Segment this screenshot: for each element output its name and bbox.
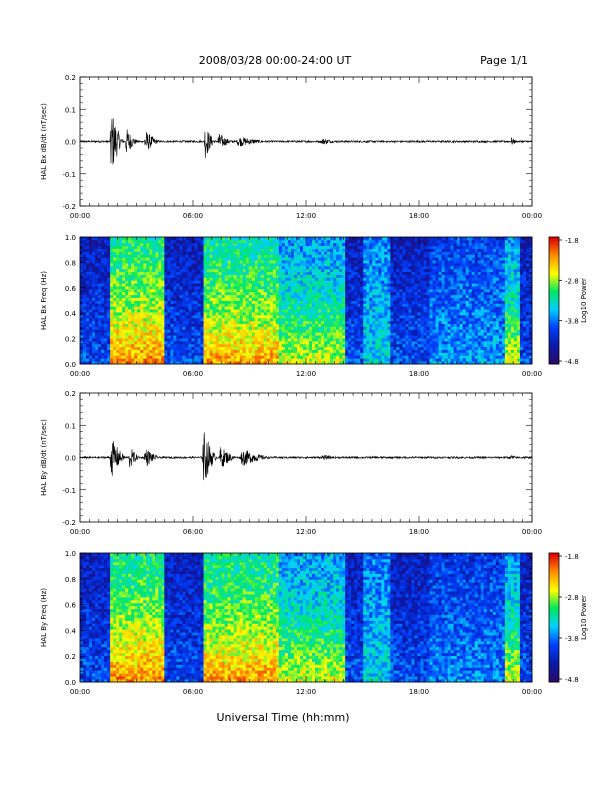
x-tick-label: 12:00	[296, 370, 316, 378]
y-tick-label: 0.8	[65, 259, 76, 267]
colorbar-tick-label: -4.8	[565, 676, 579, 684]
colorbar-frame	[548, 552, 560, 683]
colorbar: -1.8 -2.8 -3.8 -4.8 Log10 Power	[548, 552, 588, 684]
x-tick-label: 12:00	[296, 528, 316, 536]
colorbar-label: Log10 Power	[580, 595, 588, 640]
signal-trace	[79, 432, 533, 481]
y-tick-label: 0.0	[65, 361, 76, 369]
colorbar-tick-label: -1.8	[565, 553, 579, 561]
y-tick-label: 1.0	[65, 234, 76, 242]
y-tick-label: 0.0	[65, 455, 76, 463]
y-tick-label: 0.1	[65, 106, 76, 114]
x-tick-label: 06:00	[183, 370, 203, 378]
panel-1: 00:00 06:00 12:00 18:00 00:00 0.2 0.1 0.0 -0.1 -0…	[40, 74, 542, 220]
y-tick-label: 0.8	[65, 576, 76, 584]
x-tick-label: 18:00	[409, 528, 429, 536]
x-tick-label: 00:00	[70, 688, 90, 696]
y-axis-label: HAL By Freq (Hz)	[40, 588, 48, 647]
y-tick-label: 0.0	[65, 679, 76, 687]
x-tick-label: 06:00	[183, 688, 203, 696]
x-tick-label: 12:00	[296, 688, 316, 696]
x-tick-label: 00:00	[70, 212, 90, 220]
y-tick-label: 1.0	[65, 550, 76, 558]
x-tick-label: 12:00	[296, 212, 316, 220]
figure-title: 2008/03/28 00:00-24:00 UT	[199, 54, 352, 67]
y-tick-label: 0.0	[65, 139, 76, 147]
spectrogram-image	[80, 237, 533, 365]
colorbar: -1.8 -2.8 -3.8 -4.8 Log10 Power	[548, 236, 588, 366]
y-tick-label: -0.2	[62, 203, 76, 211]
y-axis-label: HAL By dB/dt (nT/sec)	[40, 419, 48, 496]
panel-3: 00:00 06:00 12:00 18:00 00:00 0.2 0.1 0.0 -0.1 -0…	[40, 390, 542, 536]
x-axis-label: Universal Time (hh:mm)	[217, 711, 350, 724]
x-tick-label: 00:00	[522, 212, 542, 220]
y-tick-label: -0.1	[62, 171, 76, 179]
panel-2: -1.8 -2.8 -3.8 -4.8 Log10 Power 00:00 06:00 12:…	[40, 234, 588, 378]
y-tick-label: -0.1	[62, 487, 76, 495]
x-tick-label: 00:00	[522, 370, 542, 378]
x-tick-label: 06:00	[183, 212, 203, 220]
y-tick-label: 0.4	[65, 310, 77, 318]
x-tick-label: 00:00	[70, 528, 90, 536]
y-axis-label: HAL Bx Freq (Hz)	[40, 271, 48, 330]
page-indicator: Page 1/1	[480, 54, 528, 67]
y-tick-label: 0.1	[65, 422, 76, 430]
colorbar-label: Log10 Power	[580, 278, 588, 323]
y-tick-label: 0.6	[65, 602, 77, 610]
x-tick-label: 18:00	[409, 370, 429, 378]
x-tick-label: 00:00	[70, 370, 90, 378]
x-tick-label: 06:00	[183, 528, 203, 536]
colorbar-tick-label: -3.8	[565, 318, 579, 326]
colorbar-frame	[548, 236, 560, 365]
signal-trace	[79, 118, 533, 165]
x-tick-label: 18:00	[409, 688, 429, 696]
x-tick-label: 18:00	[409, 212, 429, 220]
spectrogram-image	[80, 553, 533, 683]
colorbar-tick-label: -2.8	[565, 277, 579, 285]
y-tick-label: 0.2	[65, 336, 76, 344]
y-axis-label: HAL Bx dB/dt (nT/sec)	[40, 103, 48, 180]
panel-4: -1.8 -2.8 -3.8 -4.8 Log10 Power 00:00 06:00 12:…	[40, 550, 588, 696]
y-tick-label: 0.2	[65, 653, 76, 661]
y-tick-label: 0.4	[65, 627, 77, 635]
x-tick-label: 00:00	[522, 688, 542, 696]
y-tick-label: -0.2	[62, 519, 76, 527]
colorbar-tick-label: -4.8	[565, 358, 579, 366]
x-tick-label: 00:00	[522, 528, 542, 536]
panels-group: 00:00 06:00 12:00 18:00 00:00 0.2 0.1 0.0 -0.1 -0…	[40, 74, 588, 696]
y-tick-label: 0.2	[65, 74, 76, 82]
colorbar-tick-label: -3.8	[565, 635, 579, 643]
colorbar-tick-label: -2.8	[565, 594, 579, 602]
colorbar-tick-label: -1.8	[565, 237, 579, 245]
y-tick-label: 0.2	[65, 390, 76, 398]
y-tick-label: 0.6	[65, 285, 77, 293]
